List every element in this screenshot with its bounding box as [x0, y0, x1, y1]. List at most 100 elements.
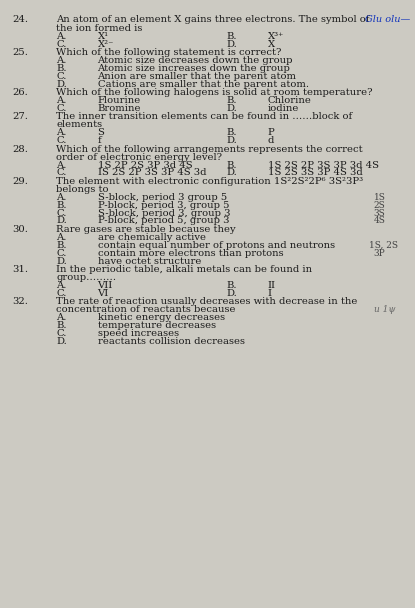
Text: Which of the following arrangements represents the correct: Which of the following arrangements repr… [56, 145, 363, 154]
Text: u 1ψ: u 1ψ [374, 305, 395, 314]
Text: A.: A. [56, 96, 66, 105]
Text: Atomic size decreases down the group: Atomic size decreases down the group [98, 56, 293, 65]
Text: 25.: 25. [12, 48, 28, 57]
Text: B.: B. [226, 96, 237, 105]
Text: speed increases: speed increases [98, 329, 178, 338]
Text: Bromine: Bromine [98, 104, 141, 113]
Text: temperature decreases: temperature decreases [98, 321, 216, 330]
Text: Cations are smaller that the parent atom.: Cations are smaller that the parent atom… [98, 80, 308, 89]
Text: 3S: 3S [374, 209, 385, 218]
Text: A.: A. [56, 161, 66, 170]
Text: C.: C. [56, 249, 66, 258]
Text: 1S 2S 3S 3P 4S 3d: 1S 2S 3S 3P 4S 3d [268, 168, 362, 178]
Text: D.: D. [56, 80, 67, 89]
Text: 4S: 4S [374, 216, 386, 226]
Text: iodine: iodine [268, 104, 299, 113]
Text: P: P [268, 128, 274, 137]
Text: D.: D. [226, 168, 237, 178]
Text: A.: A. [56, 32, 66, 41]
Text: The element with electronic configuration 1S²2S²2P⁶ 3S²3P³: The element with electronic configuratio… [56, 177, 363, 186]
Text: B.: B. [56, 241, 66, 250]
Text: 1S, 2S: 1S, 2S [369, 241, 398, 250]
Text: reactants collision decreases: reactants collision decreases [98, 337, 244, 346]
Text: The rate of reaction usually decreases with decrease in the: The rate of reaction usually decreases w… [56, 297, 357, 306]
Text: Glu olu—: Glu olu— [365, 15, 410, 24]
Text: VII: VII [98, 281, 113, 290]
Text: C.: C. [56, 72, 66, 81]
Text: S-block, period 3, group 3: S-block, period 3, group 3 [98, 209, 230, 218]
Text: C.: C. [56, 209, 66, 218]
Text: elements: elements [56, 120, 102, 130]
Text: A.: A. [56, 281, 66, 290]
Text: X³⁺: X³⁺ [268, 32, 284, 41]
Text: B.: B. [56, 321, 66, 330]
Text: Anion are smaller that the parent atom: Anion are smaller that the parent atom [98, 72, 297, 81]
Text: d: d [268, 136, 274, 145]
Text: C.: C. [56, 40, 66, 49]
Text: B.: B. [226, 128, 237, 137]
Text: X: X [268, 40, 275, 49]
Text: f: f [98, 136, 101, 145]
Text: are chemically active: are chemically active [98, 233, 205, 242]
Text: Which of the following halogens is solid at room temperature?: Which of the following halogens is solid… [56, 88, 373, 97]
Text: D.: D. [56, 257, 67, 266]
Text: contain equal number of protons and neutrons: contain equal number of protons and neut… [98, 241, 334, 250]
Text: A.: A. [56, 128, 66, 137]
Text: 2S: 2S [374, 201, 385, 210]
Text: B.: B. [56, 201, 66, 210]
Text: I: I [268, 289, 272, 298]
Text: The inner transition elements can be found in ……block of: The inner transition elements can be fou… [56, 112, 352, 122]
Text: 28.: 28. [12, 145, 28, 154]
Text: D.: D. [226, 40, 237, 49]
Text: D.: D. [226, 104, 237, 113]
Text: A.: A. [56, 233, 66, 242]
Text: X²⁻: X²⁻ [98, 40, 114, 49]
Text: the ion formed is: the ion formed is [56, 24, 142, 33]
Text: 30.: 30. [12, 225, 28, 234]
Text: C.: C. [56, 136, 66, 145]
Text: C.: C. [56, 104, 66, 113]
Text: A.: A. [56, 313, 66, 322]
Text: 1S 2P 2S 3P 3d 4S: 1S 2P 2S 3P 3d 4S [98, 161, 192, 170]
Text: order of electronic energy level?: order of electronic energy level? [56, 153, 222, 162]
Text: Atomic size increases down the group: Atomic size increases down the group [98, 64, 290, 73]
Text: Rare gases are stable because they: Rare gases are stable because they [56, 225, 236, 234]
Text: 31.: 31. [12, 265, 29, 274]
Text: 3P: 3P [374, 249, 385, 258]
Text: II: II [268, 281, 276, 290]
Text: D.: D. [226, 136, 237, 145]
Text: kinetic energy decreases: kinetic energy decreases [98, 313, 225, 322]
Text: concentration of reactants because: concentration of reactants because [56, 305, 236, 314]
Text: B.: B. [56, 64, 66, 73]
Text: IS 2S 2P 3S 3P 4S 3d: IS 2S 2P 3S 3P 4S 3d [98, 168, 206, 178]
Text: contain more electrons than protons: contain more electrons than protons [98, 249, 283, 258]
Text: A.: A. [56, 56, 66, 65]
Text: S-block, period 3 group 5: S-block, period 3 group 5 [98, 193, 227, 202]
Text: 27.: 27. [12, 112, 28, 122]
Text: In the periodic table, alkali metals can be found in: In the periodic table, alkali metals can… [56, 265, 312, 274]
Text: An atom of an element X gains three electrons. The symbol of: An atom of an element X gains three elec… [56, 15, 369, 24]
Text: B.: B. [226, 161, 237, 170]
Text: VI: VI [98, 289, 109, 298]
Text: P-block, period 5, group 3: P-block, period 5, group 3 [98, 216, 229, 226]
Text: C.: C. [56, 329, 66, 338]
Text: 26.: 26. [12, 88, 28, 97]
Text: 24.: 24. [12, 15, 29, 24]
Text: belongs to: belongs to [56, 185, 109, 194]
Text: P-block, period 3, group 5: P-block, period 3, group 5 [98, 201, 229, 210]
Text: A.: A. [56, 193, 66, 202]
Text: 32.: 32. [12, 297, 28, 306]
Text: B.: B. [226, 32, 237, 41]
Text: C.: C. [56, 168, 66, 178]
Text: D.: D. [226, 289, 237, 298]
Text: C.: C. [56, 289, 66, 298]
Text: 1S: 1S [374, 193, 386, 202]
Text: Which of the following statement is correct?: Which of the following statement is corr… [56, 48, 281, 57]
Text: D.: D. [56, 337, 67, 346]
Text: have octet structure: have octet structure [98, 257, 201, 266]
Text: X¹: X¹ [98, 32, 109, 41]
Text: S: S [98, 128, 105, 137]
Text: Chlorine: Chlorine [268, 96, 312, 105]
Text: D.: D. [56, 216, 67, 226]
Text: group………: group……… [56, 273, 116, 282]
